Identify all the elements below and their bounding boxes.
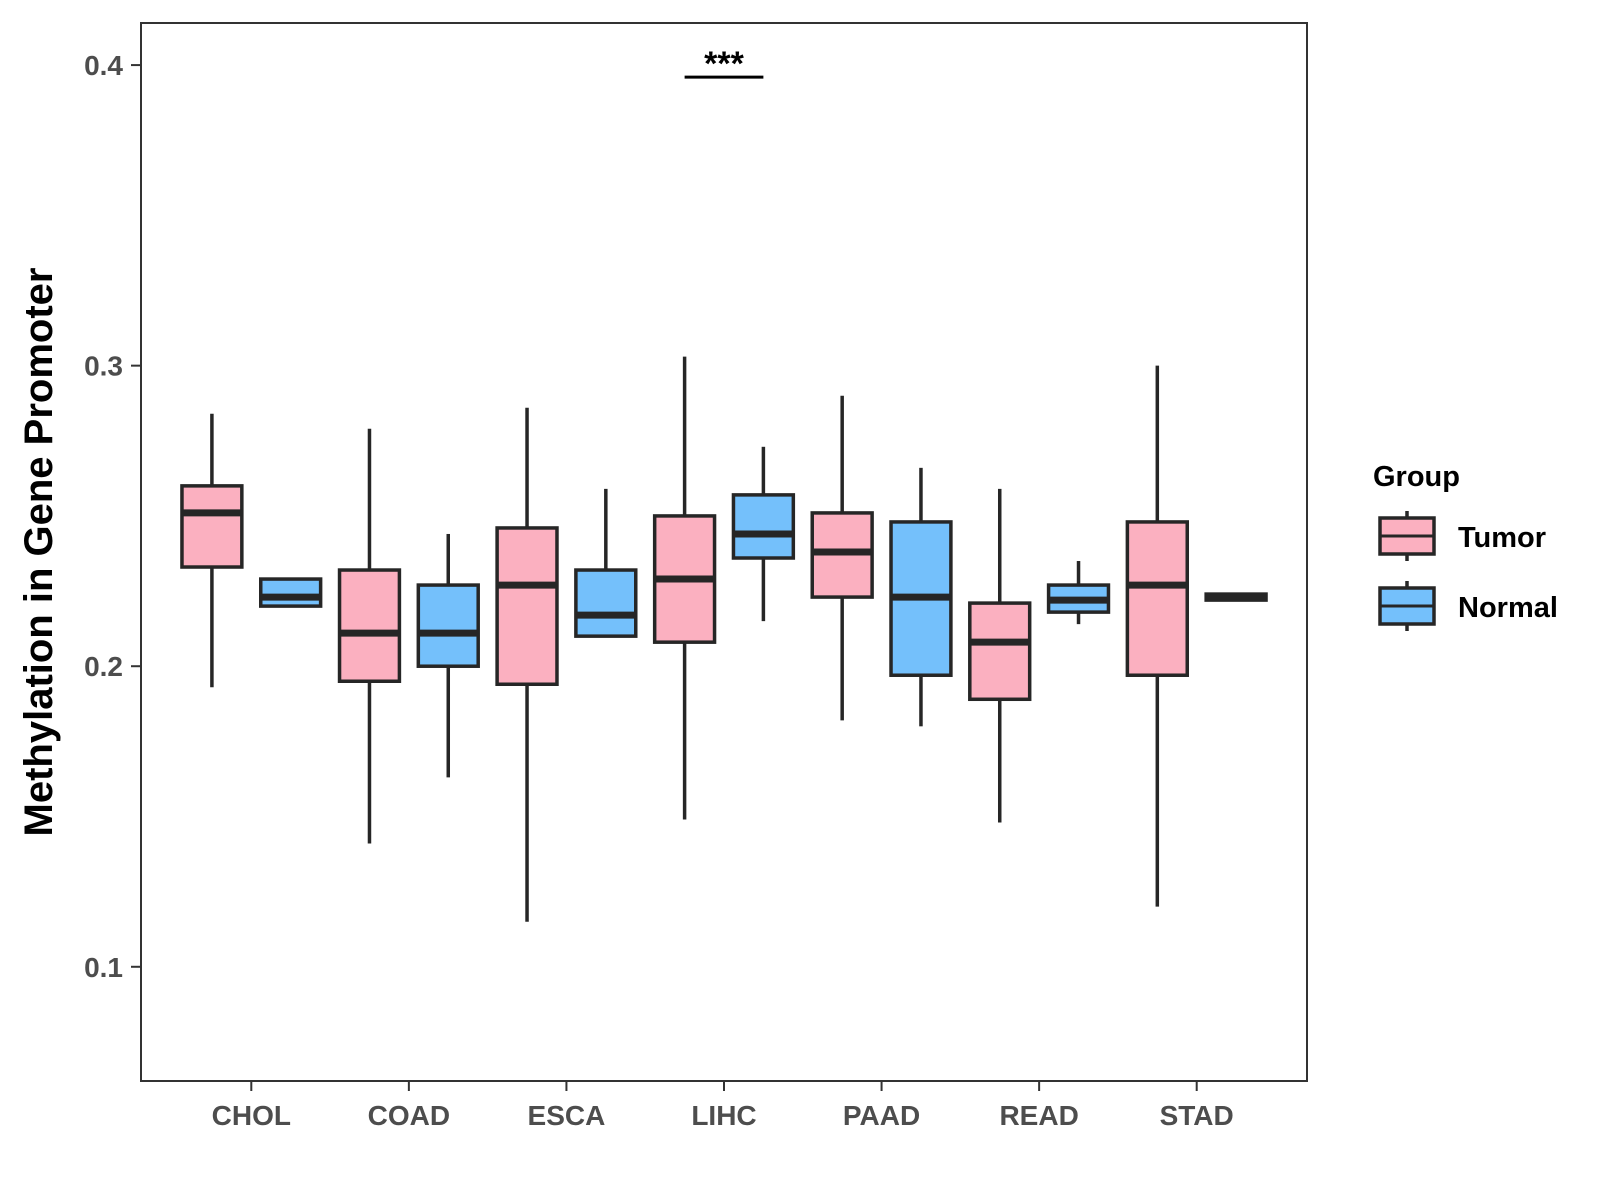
box-normal-coad xyxy=(416,533,480,778)
x-tick-label: READ xyxy=(999,1100,1078,1131)
legend-label: Normal xyxy=(1458,592,1558,624)
significance-label: *** xyxy=(704,45,744,83)
y-tick-label: 0.4 xyxy=(84,50,123,81)
box-body xyxy=(495,526,559,686)
x-tick-label: ESCA xyxy=(528,1100,606,1131)
box-normal-stad xyxy=(1204,592,1268,602)
box-normal-paad xyxy=(889,467,953,727)
legend-entries: Tumor Normal xyxy=(1378,511,1558,631)
box-tumor-lihc xyxy=(652,356,717,820)
x-tick-label: PAAD xyxy=(843,1100,920,1131)
legend-label: Tumor xyxy=(1458,522,1546,554)
box-tumor-read xyxy=(968,488,1032,823)
y-axis: 0.1 0.2 0.3 0.4 xyxy=(84,50,141,983)
box-body xyxy=(259,577,323,608)
box-body xyxy=(1125,520,1189,677)
box-body xyxy=(968,601,1032,702)
y-axis-title: Methylation in Gene Promoter xyxy=(17,268,61,837)
box-body xyxy=(574,568,638,638)
y-tick-label: 0.2 xyxy=(84,651,123,682)
box-tumor-esca xyxy=(495,407,559,922)
legend: Group Tumor Normal xyxy=(1373,461,1558,631)
box-body xyxy=(416,583,480,668)
x-tick-label: STAD xyxy=(1160,1100,1234,1131)
x-axis: CHOL COAD ESCA LIHC PAAD READ STAD xyxy=(212,1081,1234,1131)
x-tick-label: LIHC xyxy=(691,1100,756,1131)
box-tumor-coad xyxy=(337,428,402,844)
annotation-layer: *** xyxy=(684,45,764,83)
box-normal-lihc xyxy=(731,446,796,622)
legend-item-normal: Normal xyxy=(1378,581,1558,631)
legend-item-tumor: Tumor xyxy=(1378,511,1546,561)
y-tick-label: 0.1 xyxy=(84,952,123,983)
box-body xyxy=(337,568,402,683)
legend-title: Group xyxy=(1373,461,1460,493)
box-body xyxy=(180,484,244,569)
y-tick-label: 0.3 xyxy=(84,351,123,382)
box-tumor-chol xyxy=(180,413,244,688)
boxes-layer xyxy=(180,356,1268,922)
box-body xyxy=(731,493,796,560)
x-tick-label: COAD xyxy=(368,1100,450,1131)
box-tumor-paad xyxy=(810,395,874,721)
box-normal-chol xyxy=(259,577,323,608)
x-tick-label: CHOL xyxy=(212,1100,291,1131)
box-tumor-stad xyxy=(1125,365,1189,907)
box-normal-read xyxy=(1046,561,1111,625)
box-normal-esca xyxy=(574,488,638,638)
